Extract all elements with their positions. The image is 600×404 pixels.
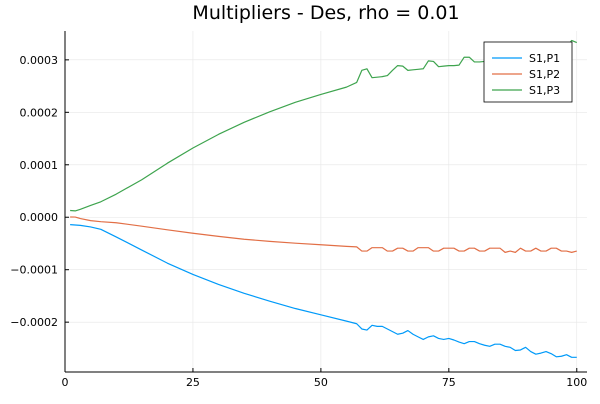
x-tick-label: 50 — [314, 376, 328, 389]
y-tick-label: 0.0000 — [20, 211, 59, 224]
series-line-s1-p2 — [70, 216, 577, 253]
x-tick-label: 0 — [62, 376, 69, 389]
x-tick-label: 75 — [442, 376, 456, 389]
grid-lines — [64, 31, 587, 372]
legend-label: S1,P1 — [529, 52, 560, 65]
legend-label: S1,P2 — [529, 68, 560, 81]
legend: S1,P1 S1,P2 S1,P3 — [483, 41, 573, 103]
y-tick-label: 0.0003 — [20, 54, 59, 67]
y-tick-label: −0.0002 — [10, 316, 58, 329]
axes: 0 25 50 75 100 −0.0002 −0.0001 0.0000 0.0001 0.00… — [10, 31, 587, 389]
y-tick-label: −0.0001 — [10, 264, 58, 277]
x-tick-label: 25 — [186, 376, 200, 389]
legend-label: S1,P3 — [529, 84, 560, 97]
x-tick-label: 100 — [566, 376, 587, 389]
legend-box — [483, 41, 573, 103]
series-line-s1-p1 — [70, 224, 577, 358]
y-tick-label: 0.0001 — [20, 159, 59, 172]
chart-title: Multipliers - Des, rho = 0.01 — [192, 2, 459, 24]
y-tick-label: 0.0002 — [20, 106, 59, 119]
